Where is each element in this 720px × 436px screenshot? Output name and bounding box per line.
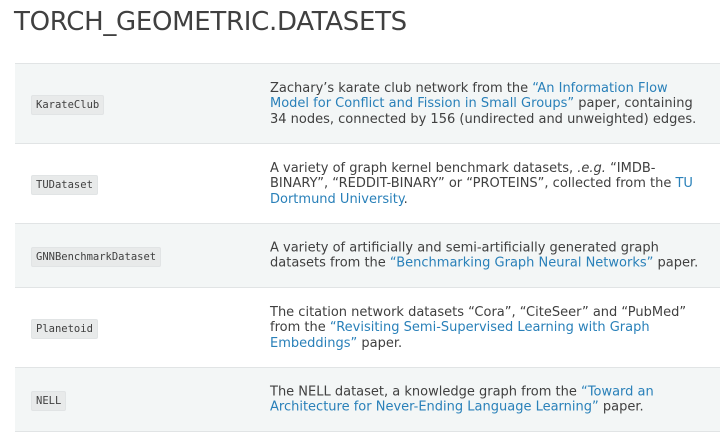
description-text: . [403,191,408,207]
description-cell: The NELL dataset, a knowledge graph from… [270,384,710,415]
description-text: The NELL dataset, a knowledge graph from… [270,384,582,399]
description-cell: A variety of artificially and semi-artif… [270,240,710,271]
dataset-table: KarateClub Zachary’s karate club network… [15,63,720,432]
paper-link-benchmarking-gnn[interactable]: “Benchmarking Graph Neural Networks” [389,255,654,271]
dataset-name-gnnbenchmarkdataset[interactable]: GNNBenchmarkDataset [31,246,162,267]
paper-link-never-ending-learning[interactable]: “Toward an Architecture for Never-Ending… [270,384,654,415]
name-cell: NELL [31,389,67,411]
dataset-name-planetoid[interactable]: Planetoid [31,318,98,339]
link-tu-dortmund[interactable]: TU Dortmund University [270,175,693,207]
paper-link-information-flow[interactable]: “An Information Flow Model for Conflict … [270,80,668,111]
table-row-gnnbenchmarkdataset: GNNBenchmarkDataset A variety of artific… [15,224,720,288]
table-row-planetoid: Planetoid The citation network datasets … [15,288,720,368]
dataset-name-nell[interactable]: NELL [31,390,67,411]
description-text: paper, containing 34 nodes, connected by… [270,95,697,127]
dataset-name-karateclub[interactable]: KarateClub [31,94,105,115]
paper-link-revisiting-ssl[interactable]: “Revisiting Semi-Supervised Learning wit… [270,319,650,351]
name-cell: Planetoid [31,317,98,339]
name-cell: GNNBenchmarkDataset [31,245,162,267]
description-text: A variety of graph kernel benchmark data… [270,160,578,176]
description-text: “IMDB-BINARY”, “REDDIT-BINARY” or “PROTE… [270,160,676,191]
table-row-tudataset: TUDataset A variety of graph kernel benc… [15,144,720,224]
description-text: The citation network datasets “Cora”, “C… [270,304,687,335]
description-text: Zachary’s karate club network from the [270,80,533,96]
description-text: paper. [357,335,403,351]
description-cell: Zachary’s karate club network from the “… [270,80,710,127]
name-cell: TUDataset [31,173,98,195]
page-title: TORCH_GEOMETRIC.DATASETS [14,7,407,37]
description-text: A variety of artificially and semi-artif… [270,240,659,271]
description-text: paper. [598,399,644,415]
table-row-karateclub: KarateClub Zachary’s karate club network… [15,64,720,144]
name-cell: KarateClub [31,93,105,115]
dataset-name-tudataset[interactable]: TUDataset [31,174,98,195]
description-text: paper. [653,255,699,271]
description-cell: A variety of graph kernel benchmark data… [270,160,710,207]
table-row-nell: NELL The NELL dataset, a knowledge graph… [15,368,720,432]
description-emphasis: .e.g. [577,160,606,176]
description-cell: The citation network datasets “Cora”, “C… [270,304,710,351]
